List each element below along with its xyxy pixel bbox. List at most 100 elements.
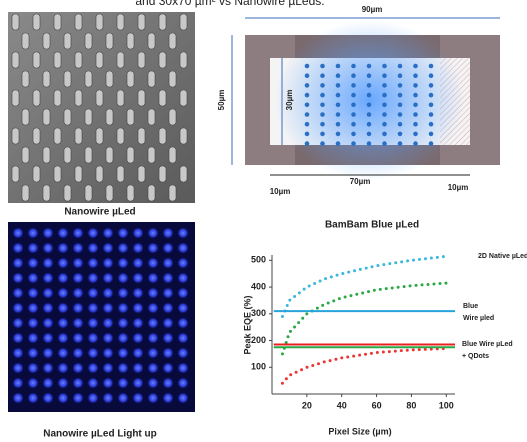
pillar [43,185,50,201]
emitter [382,103,387,108]
lit-dot [117,362,129,374]
pillar [22,147,29,163]
emitter [382,73,387,78]
lit-dot [102,392,114,404]
lit-dot [12,347,24,359]
lit-dot [87,392,99,404]
pillar [12,128,19,144]
lit-dot [132,272,144,284]
lit-dot [42,347,54,359]
lit-dot [57,242,69,254]
lit-dot [12,332,24,344]
lit-dot [87,272,99,284]
emitter [320,73,325,78]
y-tick-label: 400 [251,281,266,291]
chart: 10020030040050020406080100Peak EQE (%)Pi… [242,253,527,437]
y-tick-label: 300 [251,308,266,318]
pillar [159,14,166,30]
lit-dot [72,377,84,389]
lit-dot [57,362,69,374]
pillar [169,109,176,125]
emitter [351,83,356,88]
lit-dot [177,377,189,389]
pillar [54,52,61,68]
lit-dot [177,242,189,254]
lit-dot [72,302,84,314]
pillar [75,166,82,182]
emitter [305,64,310,69]
series-label: Wire µled [463,315,494,322]
lit-dot [27,227,39,239]
emitter [429,93,434,98]
pillar [180,14,187,30]
pillar [138,128,145,144]
lit-dot [27,317,39,329]
lit-dot [27,332,39,344]
lit-dot [12,392,24,404]
lit-dot [12,272,24,284]
caption: BamBam Blue µLed [325,220,419,231]
lit-dot [177,302,189,314]
lit-dot [117,227,129,239]
lit-dot [42,332,54,344]
emitter [429,112,434,117]
caption: Nanowire µLed Light up [43,429,157,440]
lit-dot [72,272,84,284]
emitter [367,132,372,137]
lit-dot [87,362,99,374]
emitter [398,112,403,117]
emitter [305,103,310,108]
pillar [96,90,103,106]
pillar [169,33,176,49]
pillar [75,90,82,106]
lit-dot [177,287,189,299]
lit-dot [87,377,99,389]
emitter [382,93,387,98]
lit-dot [132,392,144,404]
pillar [54,14,61,30]
lit-dot [132,257,144,269]
emitter [336,83,341,88]
lit-dot [147,362,159,374]
x-tick-label: 100 [439,400,454,410]
pillar [106,109,113,125]
emitter [429,141,434,146]
pillar [159,166,166,182]
lit-dot [162,347,174,359]
pillar [64,147,71,163]
lit-dot [147,332,159,344]
emitter [429,83,434,88]
emitter [351,122,356,127]
lit-dot [87,257,99,269]
pillar [22,71,29,87]
pillar [64,33,71,49]
pillar [148,109,155,125]
pillar [180,52,187,68]
emitter [367,64,372,69]
emitter [367,93,372,98]
figure: and 30x70 µm² vs Nanowire µLeds. Nanowir… [0,0,527,442]
lit-dot [27,392,39,404]
pillar [180,90,187,106]
pillar [22,33,29,49]
emitter [320,93,325,98]
lit-dot [117,287,129,299]
lit-dot [72,332,84,344]
emitter [351,103,356,108]
pillar [148,33,155,49]
series-line [282,283,446,354]
emitter [305,83,310,88]
pillar [96,52,103,68]
lit-dot [102,302,114,314]
pillar [33,52,40,68]
pillar [85,147,92,163]
emitter [320,103,325,108]
lit-dot [117,302,129,314]
pillar [33,90,40,106]
lit-dot [42,377,54,389]
emitter [336,93,341,98]
lit-dot [12,257,24,269]
lit-dot [132,242,144,254]
glow [275,20,465,180]
emitter [413,73,418,78]
